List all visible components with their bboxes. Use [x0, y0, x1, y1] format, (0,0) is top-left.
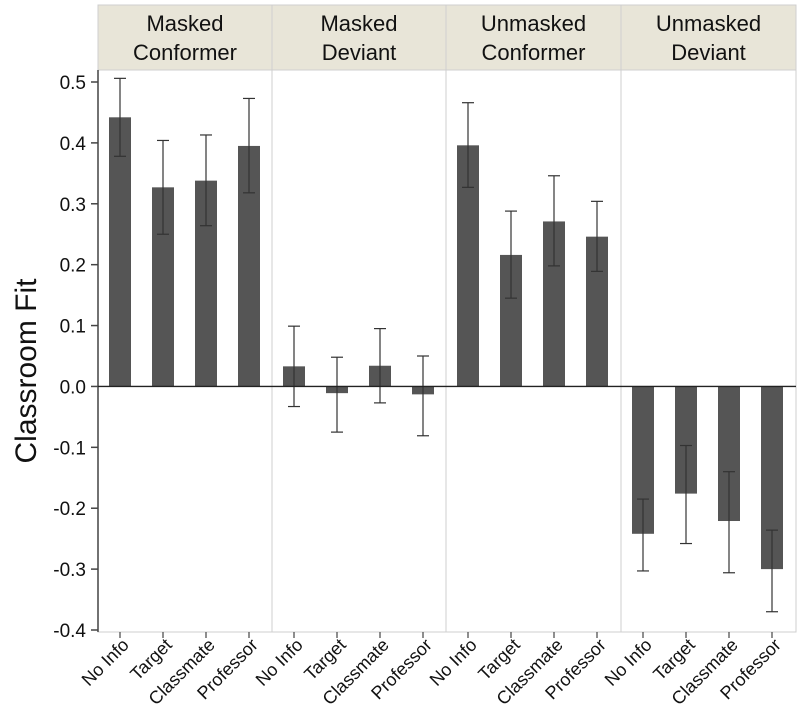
bar — [109, 117, 131, 387]
y-tick-label: 0.1 — [60, 317, 86, 338]
panel-header-bg — [271, 4, 447, 71]
y-tick-label: 0.2 — [60, 256, 86, 277]
panel-frame — [271, 69, 447, 633]
x-category-label: No Info — [426, 635, 481, 690]
bar — [586, 236, 608, 387]
bar — [543, 221, 565, 387]
y-tick-label: 0.0 — [60, 377, 86, 398]
bar — [238, 145, 260, 387]
bar — [761, 386, 783, 570]
y-tick-label: -0.1 — [53, 438, 86, 459]
panel-title-line: Conformer — [133, 40, 237, 65]
y-tick-label: -0.2 — [53, 499, 86, 520]
panel-title-line: Masked — [320, 11, 397, 36]
bar — [152, 187, 174, 387]
bar — [195, 180, 217, 387]
bar — [718, 386, 740, 522]
panel-title-line: Unmasked — [481, 11, 586, 36]
panel-header-bg — [445, 4, 622, 71]
y-tick-label: -0.4 — [53, 621, 86, 642]
bar — [457, 145, 479, 387]
panel-title-line: Deviant — [322, 40, 397, 65]
panel-header-bg — [620, 4, 797, 71]
bar — [675, 386, 697, 494]
x-category-label: No Info — [601, 635, 656, 690]
bar — [632, 386, 654, 534]
bar — [500, 254, 522, 387]
panel-title-line: Deviant — [671, 40, 746, 65]
x-category-label: No Info — [252, 635, 307, 690]
y-axis-title: Classroom Fit — [10, 278, 43, 464]
y-tick-label: 0.5 — [60, 73, 86, 94]
panel-header-bg — [97, 4, 273, 71]
panel-title-line: Masked — [146, 11, 223, 36]
y-tick-label: -0.3 — [53, 560, 86, 581]
y-tick-label: 0.3 — [60, 195, 86, 216]
x-category-label: No Info — [78, 635, 133, 690]
panel-title-line: Unmasked — [656, 11, 761, 36]
y-tick-label: 0.4 — [60, 134, 87, 155]
panel-title-line: Conformer — [482, 40, 586, 65]
